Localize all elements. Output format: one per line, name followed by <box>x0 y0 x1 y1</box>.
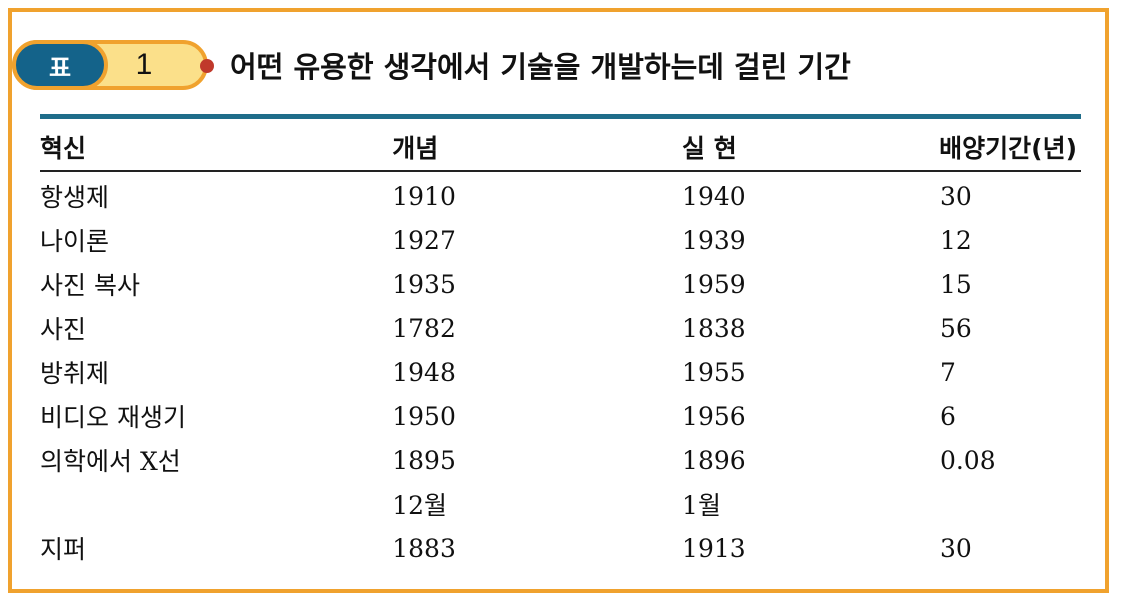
cell-innovation: 사진 복사 <box>40 271 140 300</box>
cell-realization: 1939 <box>682 225 746 255</box>
cell-realization: 1838 <box>682 313 746 343</box>
column-header-innovation: 혁신 <box>40 134 87 163</box>
cell-innovation: 사진 <box>40 315 87 344</box>
cell-realization: 1940 <box>682 181 746 211</box>
cell-concept: 1883 <box>392 533 456 563</box>
cell-concept: 1910 <box>392 181 456 211</box>
table-row: 방취제 1948 1955 7 <box>40 350 1081 394</box>
table-row: 12월 1월 <box>40 482 1081 526</box>
column-header-realization: 실 현 <box>682 134 737 163</box>
cell-incubation <box>924 482 1081 526</box>
cell-incubation: 6 <box>939 401 956 431</box>
cell-concept: 1950 <box>392 401 456 431</box>
cell-realization: 1913 <box>682 533 746 563</box>
cell-incubation: 15 <box>939 269 972 299</box>
cell-concept: 12월 <box>392 491 448 520</box>
cell-innovation: 방취제 <box>40 359 110 388</box>
cell-concept: 1895 <box>392 445 456 475</box>
column-header-concept: 개념 <box>392 134 439 163</box>
cell-concept: 1948 <box>392 357 456 387</box>
cell-concept: 1782 <box>392 313 456 343</box>
cell-incubation: 30 <box>939 181 972 211</box>
table-header-row: 혁신 개념 실 현 배양기간(년) <box>40 124 1081 170</box>
table-row: 지퍼 1883 1913 30 <box>40 526 1081 570</box>
column-header-incubation: 배양기간(년) <box>939 134 1077 163</box>
cell-incubation: 12 <box>939 225 972 255</box>
cell-realization: 1896 <box>682 445 746 475</box>
table-header-rule <box>40 170 1081 172</box>
cell-innovation: 비디오 재생기 <box>40 403 186 432</box>
table-caption: 표 1 어떤 유용한 생각에서 기술을 개발하는데 걸린 기간 <box>0 0 1122 100</box>
innovation-table: 혁신 개념 실 현 배양기간(년) 항생제 1910 1940 30 나이론 1… <box>40 124 1081 570</box>
cell-incubation: 56 <box>939 313 972 343</box>
cell-concept: 1927 <box>392 225 456 255</box>
table-badge-label: 표 <box>12 40 108 90</box>
table-row: 비디오 재생기 1950 1956 6 <box>40 394 1081 438</box>
cell-innovation: 항생제 <box>40 183 110 212</box>
cell-incubation: 0.08 <box>939 445 996 475</box>
table-badge-number: 1 <box>135 48 153 81</box>
bullet-dot-icon <box>200 59 214 73</box>
cell-realization: 1956 <box>682 401 746 431</box>
cell-incubation: 30 <box>939 533 972 563</box>
table-top-rule <box>40 114 1081 119</box>
cell-innovation: 나이론 <box>40 227 110 256</box>
table-frame <box>8 8 1109 593</box>
table-row: 사진 1782 1838 56 <box>40 306 1081 350</box>
table-row: 사진 복사 1935 1959 15 <box>40 262 1081 306</box>
cell-innovation: 의학에서 X선 <box>40 447 181 476</box>
cell-realization: 1월 <box>682 491 721 520</box>
cell-innovation: 지퍼 <box>40 535 87 564</box>
cell-incubation: 7 <box>939 357 956 387</box>
table-row: 의학에서 X선 1895 1896 0.08 <box>40 438 1081 482</box>
table-title: 어떤 유용한 생각에서 기술을 개발하는데 걸린 기간 <box>230 50 851 84</box>
table-row: 나이론 1927 1939 12 <box>40 218 1081 262</box>
cell-realization: 1955 <box>682 357 746 387</box>
cell-realization: 1959 <box>682 269 746 299</box>
table-row: 항생제 1910 1940 30 <box>40 170 1081 218</box>
cell-concept: 1935 <box>392 269 456 299</box>
cell-innovation <box>40 482 392 526</box>
